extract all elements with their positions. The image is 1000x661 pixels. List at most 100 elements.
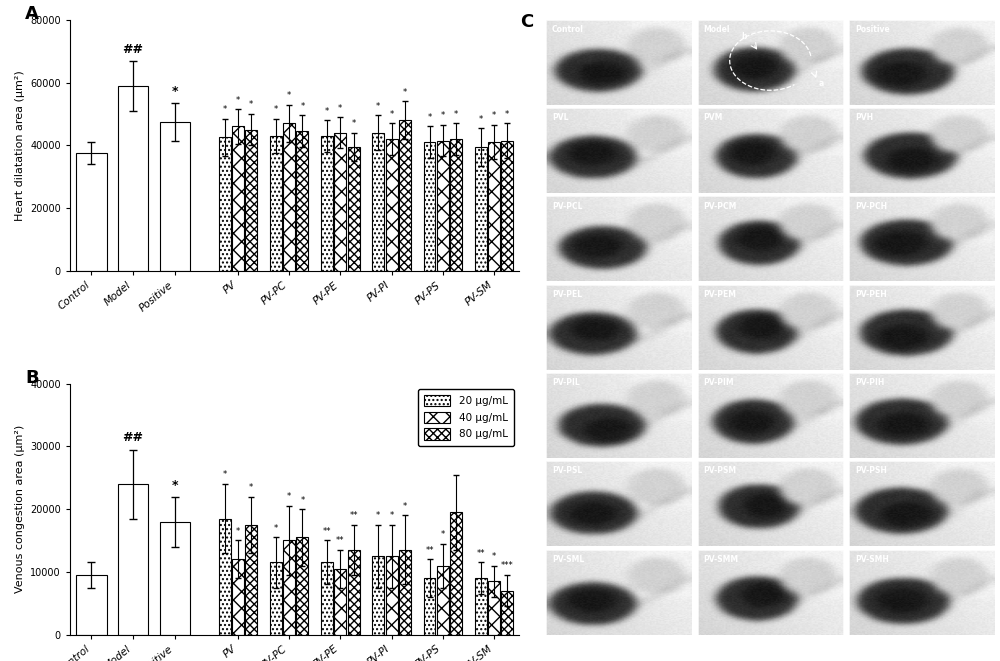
Bar	[437, 566, 449, 635]
Bar	[386, 139, 398, 271]
Text: Model: Model	[703, 25, 730, 34]
Text: *: *	[274, 105, 278, 114]
Bar	[386, 556, 398, 635]
Text: *: *	[338, 104, 342, 112]
Bar	[283, 124, 295, 271]
Text: **: **	[349, 511, 358, 520]
Text: *: *	[249, 100, 253, 110]
Bar	[334, 568, 346, 635]
Bar	[488, 581, 500, 635]
Y-axis label: Heart dilatation area (μm²): Heart dilatation area (μm²)	[15, 70, 25, 221]
Text: *: *	[325, 106, 329, 116]
Bar	[475, 578, 487, 635]
Text: *: *	[249, 483, 253, 492]
Text: PVM: PVM	[703, 113, 723, 122]
Bar	[76, 153, 107, 271]
Text: *: *	[223, 471, 227, 479]
Bar	[488, 142, 500, 271]
Text: PV-SMM: PV-SMM	[703, 555, 739, 564]
Text: *: *	[236, 527, 240, 536]
Text: **: **	[323, 527, 331, 536]
Text: *: *	[389, 110, 394, 119]
Text: **: **	[476, 549, 485, 558]
Text: ##: ##	[123, 42, 144, 56]
Bar	[160, 122, 190, 271]
Bar	[245, 130, 257, 271]
Text: *: *	[300, 496, 305, 504]
Bar	[450, 512, 462, 635]
Text: *: *	[492, 112, 496, 120]
Text: *: *	[171, 479, 178, 492]
Bar	[424, 142, 435, 271]
Bar	[118, 86, 148, 271]
Text: b: b	[741, 32, 747, 40]
Text: PV-PEL: PV-PEL	[552, 290, 582, 299]
Text: **: **	[336, 536, 345, 545]
Text: *: *	[287, 492, 291, 502]
Text: *: *	[300, 102, 305, 111]
Text: *: *	[171, 85, 178, 98]
Bar	[348, 147, 360, 271]
Text: *: *	[441, 530, 445, 539]
Text: C: C	[520, 13, 533, 31]
Text: PV-PCL: PV-PCL	[552, 202, 582, 211]
Text: a: a	[819, 79, 824, 88]
Text: ***: ***	[501, 561, 514, 570]
Text: *: *	[376, 102, 380, 111]
Text: *: *	[274, 524, 278, 533]
Text: *: *	[236, 96, 240, 104]
Bar	[296, 131, 308, 271]
Bar	[76, 575, 107, 635]
Bar	[399, 120, 411, 271]
Bar	[270, 563, 282, 635]
Text: PV-PCM: PV-PCM	[703, 202, 737, 211]
Text: *: *	[351, 119, 356, 128]
Text: PV-PSL: PV-PSL	[552, 467, 582, 475]
Bar	[283, 541, 295, 635]
Text: A: A	[25, 5, 39, 22]
Text: *: *	[441, 112, 445, 120]
Bar	[232, 559, 244, 635]
Bar	[160, 522, 190, 635]
Bar	[219, 137, 231, 271]
Bar	[372, 556, 384, 635]
Text: PV-SML: PV-SML	[552, 555, 584, 564]
Text: PV-SMH: PV-SMH	[855, 555, 889, 564]
Text: PV-PIH: PV-PIH	[855, 378, 884, 387]
Bar	[348, 550, 360, 635]
Text: PV-PSH: PV-PSH	[855, 467, 887, 475]
Text: PV-PIM: PV-PIM	[703, 378, 734, 387]
Text: *: *	[403, 502, 407, 511]
Y-axis label: Venous congestion area (μm²): Venous congestion area (μm²)	[15, 425, 25, 593]
Legend: 20 μg/mL, 40 μg/mL, 80 μg/mL: 20 μg/mL, 40 μg/mL, 80 μg/mL	[418, 389, 514, 446]
Text: *: *	[376, 511, 380, 520]
Bar	[219, 518, 231, 635]
Bar	[450, 139, 462, 271]
Text: PV-PEH: PV-PEH	[855, 290, 887, 299]
Text: **: **	[425, 546, 434, 555]
Text: PVL: PVL	[552, 113, 568, 122]
Text: PV-PEM: PV-PEM	[703, 290, 736, 299]
Text: *: *	[454, 110, 458, 119]
Text: PV-PSM: PV-PSM	[703, 467, 737, 475]
Bar	[321, 563, 333, 635]
Bar	[372, 133, 384, 271]
Bar	[245, 525, 257, 635]
Text: *: *	[403, 88, 407, 97]
Bar	[501, 141, 513, 271]
Bar	[399, 550, 411, 635]
Bar	[501, 591, 513, 635]
Text: ##: ##	[123, 432, 144, 444]
Bar	[334, 133, 346, 271]
Bar	[437, 141, 449, 271]
Text: *: *	[223, 105, 227, 114]
Bar	[296, 537, 308, 635]
Bar	[424, 578, 435, 635]
Bar	[270, 136, 282, 271]
Text: PV-PCH: PV-PCH	[855, 202, 887, 211]
Text: *: *	[492, 552, 496, 561]
Bar	[118, 484, 148, 635]
Text: *: *	[479, 114, 483, 124]
Text: PVH: PVH	[855, 113, 873, 122]
Bar	[321, 136, 333, 271]
